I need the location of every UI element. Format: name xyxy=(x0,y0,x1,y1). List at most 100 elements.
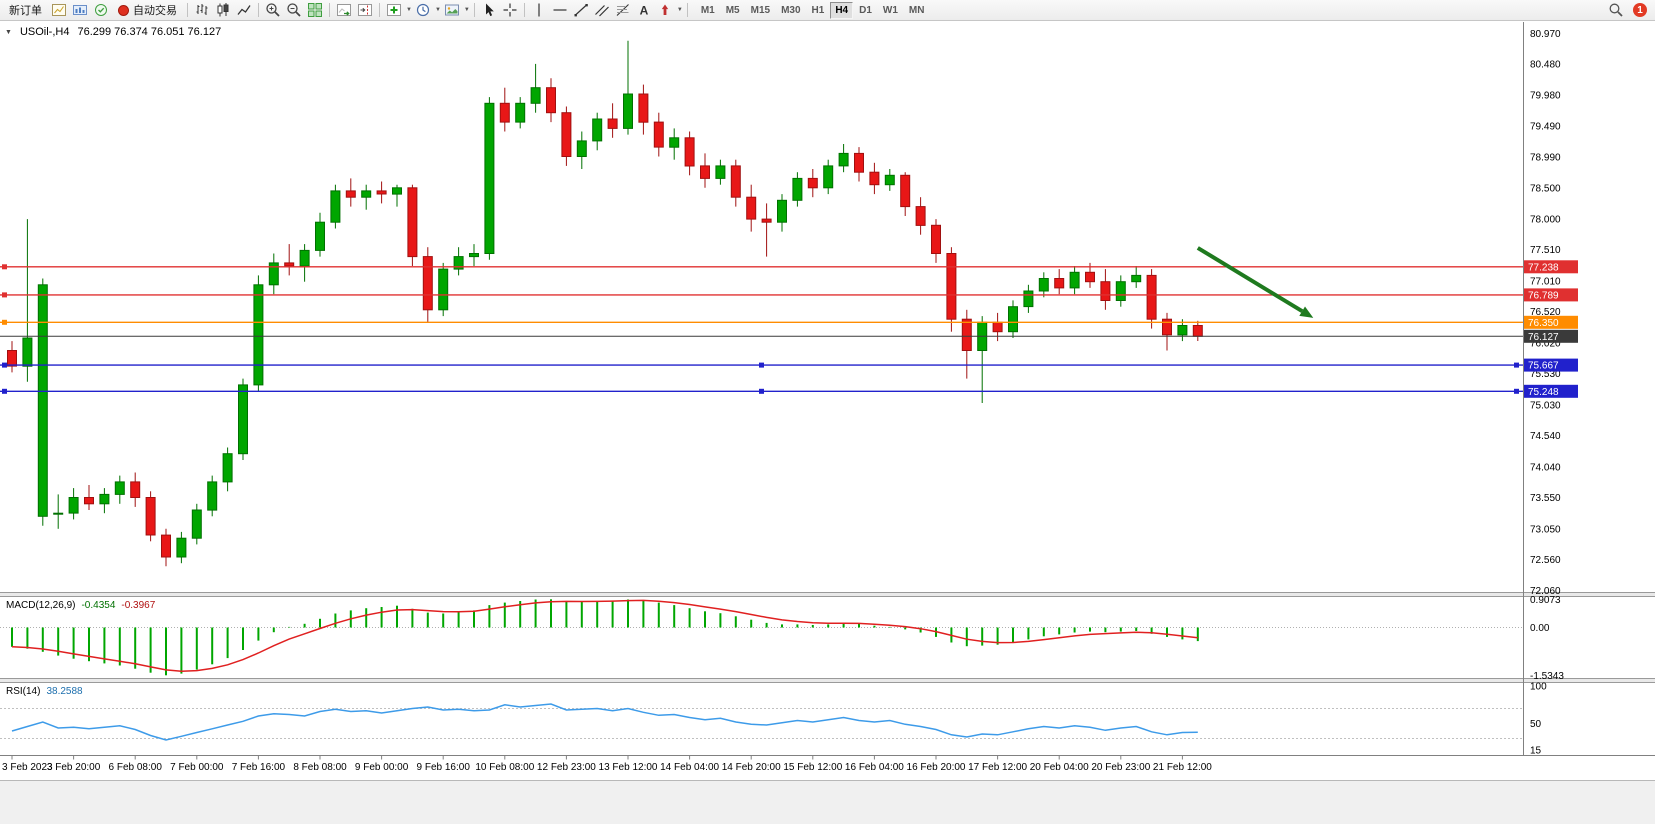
toolbar-separator xyxy=(258,3,259,17)
quick-trade-collapse-icon[interactable]: ▼ xyxy=(5,29,12,36)
candle xyxy=(515,102,526,123)
candle xyxy=(715,165,726,179)
tile-windows-icon[interactable] xyxy=(305,2,325,19)
price-axis-label: 74.040 xyxy=(1530,462,1561,473)
price-axis-label: 78.000 xyxy=(1530,215,1561,226)
candle xyxy=(546,87,556,114)
candle xyxy=(37,284,48,517)
line-handle[interactable] xyxy=(759,362,764,368)
candle xyxy=(114,481,125,495)
arrows-icon[interactable] xyxy=(655,2,675,19)
timeframe-m15[interactable]: M15 xyxy=(746,2,775,19)
horizontal-line-object[interactable]: 76.789 xyxy=(0,288,1578,302)
trend-arrow-head xyxy=(1299,306,1314,318)
text-icon[interactable]: A xyxy=(634,2,654,19)
line-handle[interactable] xyxy=(2,264,7,270)
rsi-indicator-label: RSI(14) 38.2588 xyxy=(6,686,83,697)
trend-arrow[interactable] xyxy=(1196,246,1304,313)
timeframe-m1[interactable]: M1 xyxy=(696,2,720,19)
rsi-value: 38.2588 xyxy=(46,686,83,697)
chevron-down-icon[interactable]: ▼ xyxy=(406,7,412,13)
crosshair-icon[interactable] xyxy=(500,2,520,19)
candle xyxy=(392,187,402,195)
chart-shift-icon[interactable] xyxy=(355,2,375,19)
time-axis-label: 9 Feb 16:00 xyxy=(417,762,471,773)
line-handle[interactable] xyxy=(2,362,7,368)
price-tag xyxy=(1524,329,1578,343)
line-handle[interactable] xyxy=(1514,388,1519,394)
timeframe-h1[interactable]: H1 xyxy=(807,2,830,19)
vertical-line-icon[interactable] xyxy=(529,2,549,19)
candle xyxy=(1115,281,1126,302)
chevron-down-icon[interactable]: ▼ xyxy=(434,7,441,13)
candle xyxy=(1008,306,1018,333)
bar-chart-icon[interactable] xyxy=(192,2,212,19)
horizontal-line-object[interactable]: 75.667 xyxy=(0,358,1578,372)
candlestick-chart-icon[interactable] xyxy=(213,2,233,19)
timeframe-w1[interactable]: W1 xyxy=(878,2,903,19)
search-icon[interactable] xyxy=(1606,2,1626,19)
zoom-in-icon[interactable] xyxy=(263,2,283,19)
panel-splitter[interactable] xyxy=(0,678,1655,683)
horizontal-line-icon[interactable] xyxy=(550,2,570,19)
fibonacci-icon[interactable] xyxy=(613,2,633,19)
line-chart-icon[interactable] xyxy=(234,2,254,19)
auto-scroll-icon[interactable] xyxy=(334,2,354,19)
candle xyxy=(1146,274,1157,320)
timeframe-m5[interactable]: M5 xyxy=(721,2,745,19)
horizontal-line-object[interactable]: 77.238 xyxy=(0,260,1578,274)
profiles-icon[interactable] xyxy=(70,2,90,19)
candle xyxy=(530,87,541,104)
window-bottom-strip xyxy=(0,780,1655,824)
templates-icon[interactable] xyxy=(442,2,462,19)
price-tag-label: 75.248 xyxy=(1528,387,1559,398)
timeframe-mn[interactable]: MN xyxy=(904,2,930,19)
chevron-down-icon[interactable]: ▼ xyxy=(463,7,470,13)
macd-panel[interactable]: 0.9073 0.00 -1.5343 xyxy=(0,595,1564,682)
horizontal-line-object[interactable]: 75.248 xyxy=(0,384,1578,398)
price-tag-label: 76.789 xyxy=(1528,290,1559,301)
price-axis-label: 74.540 xyxy=(1530,431,1561,442)
experts-icon[interactable] xyxy=(91,2,111,19)
price-axis-label: 79.980 xyxy=(1530,91,1561,102)
candle xyxy=(1069,271,1080,289)
equidistant-channel-icon[interactable] xyxy=(592,2,612,19)
time-axis-label: 7 Feb 00:00 xyxy=(170,762,224,773)
line-handle[interactable] xyxy=(1514,362,1519,368)
line-handle[interactable] xyxy=(2,388,7,394)
cursor-icon[interactable] xyxy=(479,2,499,19)
line-handle[interactable] xyxy=(2,319,7,325)
timeframe-h4[interactable]: H4 xyxy=(830,1,854,19)
price-axis[interactable]: 80.970 80.480 79.980 79.490 78.990 78.500 78.0… xyxy=(1530,29,1561,597)
zoom-out-icon[interactable] xyxy=(284,2,304,19)
main-chart-plot[interactable] xyxy=(7,40,1203,567)
line-handle[interactable] xyxy=(759,388,764,394)
candle xyxy=(53,512,64,515)
periods-icon[interactable] xyxy=(413,2,433,19)
candle xyxy=(84,497,94,505)
candle xyxy=(761,218,772,223)
candle xyxy=(792,177,803,201)
new-order-button[interactable]: 新订单 xyxy=(3,2,48,19)
rsi-panel[interactable]: 100 50 15 xyxy=(0,682,1547,757)
horizontal-line-object[interactable]: 76.350 xyxy=(0,315,1578,329)
panel-splitter[interactable] xyxy=(0,592,1655,597)
toolbar: 新订单 自动交易 ▼ ▼ ▼ xyxy=(0,0,1655,21)
time-axis-label: 8 Feb 08:00 xyxy=(293,762,347,773)
trendline-icon[interactable] xyxy=(571,2,591,19)
notification-badge[interactable]: 1 xyxy=(1633,3,1647,17)
timeframe-d1[interactable]: D1 xyxy=(854,2,877,19)
chevron-down-icon[interactable]: ▼ xyxy=(676,7,683,13)
indicators-icon[interactable] xyxy=(384,2,404,19)
line-handle[interactable] xyxy=(2,292,7,298)
new-chart-icon[interactable] xyxy=(49,2,69,19)
current-price-line[interactable]: 76.127 xyxy=(0,329,1578,343)
candle xyxy=(900,174,911,208)
timeframe-m30[interactable]: M30 xyxy=(776,2,805,19)
autotrading-status-icon xyxy=(118,4,129,16)
autotrading-button[interactable]: 自动交易 xyxy=(112,2,183,19)
candle xyxy=(330,190,341,223)
candle xyxy=(438,268,449,311)
